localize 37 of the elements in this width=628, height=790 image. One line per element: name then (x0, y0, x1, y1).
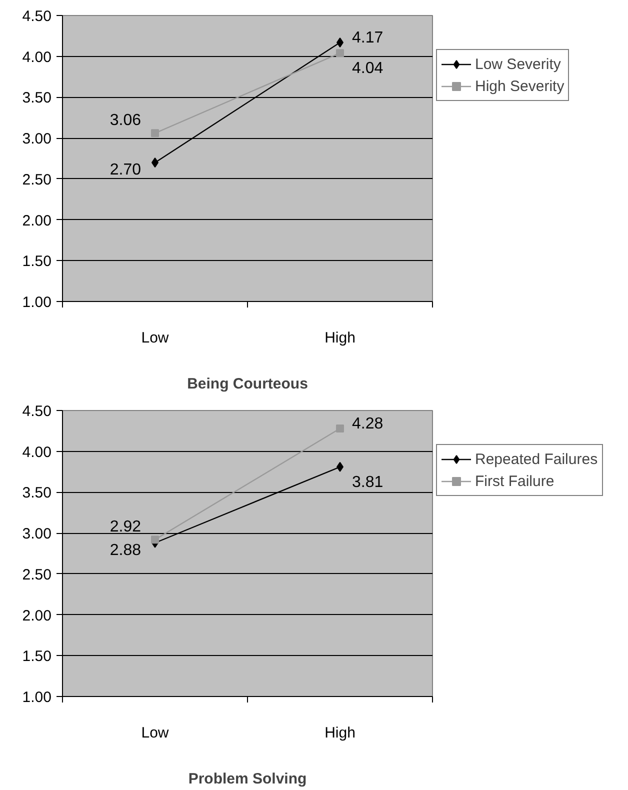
point (336, 49, 344, 58)
data-label: 2.70 (110, 162, 142, 179)
y-tick-label: 4.50 (22, 8, 52, 25)
x-tick-label: Low (141, 330, 169, 346)
y-tick-label: 1.50 (22, 648, 52, 666)
y-tick-label: 2.50 (22, 566, 52, 584)
data-label: 3.06 (110, 112, 142, 130)
data-label: 4.17 (352, 29, 384, 46)
legend-label: High Severity (475, 78, 564, 94)
data-label: 2.88 (110, 542, 142, 559)
point (336, 424, 344, 432)
y-tick-label: 3.00 (22, 130, 52, 148)
y-tick-label: 1.50 (22, 253, 52, 270)
y-tick-label: 1.00 (22, 689, 52, 706)
y-tick-label: 2.00 (22, 607, 52, 624)
data-label: 2.92 (110, 518, 142, 536)
data-label: 4.04 (352, 60, 384, 78)
x-tick-label: High (324, 724, 356, 742)
y-tick-label: 4.50 (22, 403, 52, 420)
legend-label: Low Severity (475, 56, 561, 72)
point (151, 129, 159, 138)
x-axis-title: Being Courteous (187, 376, 308, 392)
y-tick-label: 3.00 (22, 526, 52, 543)
x-tick-label: Low (141, 724, 169, 742)
x-axis-title: Problem Solving (188, 770, 307, 788)
legend-label: Repeated Failures (475, 450, 598, 468)
data-label: 4.28 (352, 415, 384, 432)
y-tick-label: 4.00 (22, 48, 52, 66)
legend-label: First Failure (475, 472, 554, 490)
y-tick-label: 4.00 (22, 444, 52, 461)
y-tick-label: 2.50 (22, 171, 52, 188)
y-tick-label: 3.50 (22, 90, 52, 107)
y-tick-label: 2.00 (22, 212, 52, 230)
x-tick-label: High (324, 330, 356, 346)
y-tick-label: 3.50 (22, 484, 52, 502)
y-tick-label: 1.00 (22, 294, 52, 311)
data-label: 3.81 (352, 474, 384, 491)
